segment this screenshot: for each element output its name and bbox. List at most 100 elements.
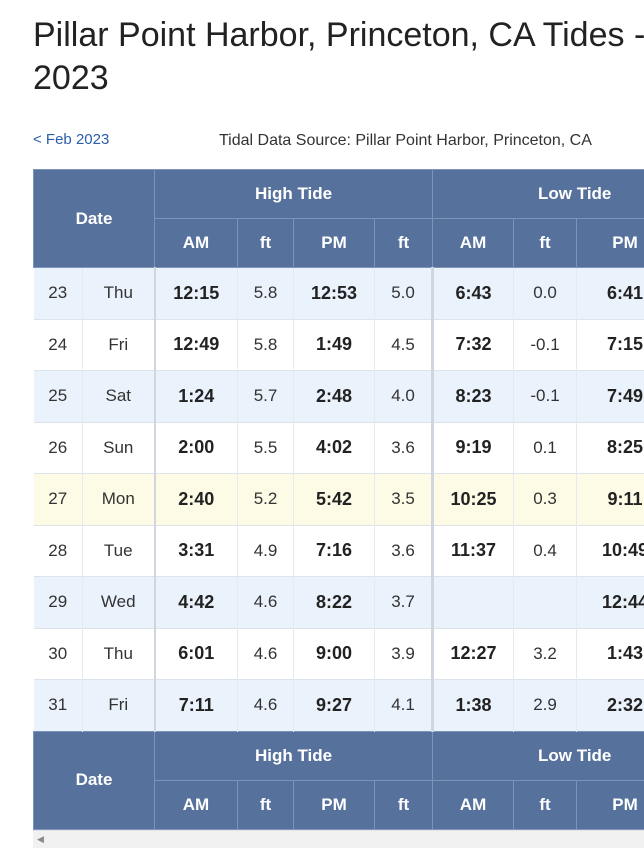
high-am-time: 12:15 [154,267,239,319]
high-am-time: 7:11 [154,679,239,731]
high-am-ft-header: ft [237,218,295,268]
footer-high-pm-ft-header: ft [374,779,434,830]
high-am-time: 2:00 [154,421,239,474]
high-pm-time: 1:49 [293,318,376,371]
high-pm-height: 3.6 [374,524,435,577]
row-day: Thu [82,627,156,680]
scroll-left-icon[interactable]: ◀ [37,834,44,844]
high-pm-height: 4.1 [374,679,435,731]
high-am-header: AM [154,218,239,268]
table-row: 23 Thu 12:15 5.8 12:53 5.0 6:43 0.0 6:41 [33,267,644,319]
low-am-height: 0.0 [513,267,578,319]
low-tide-header: Low Tide [432,169,644,219]
row-day: Tue [82,524,156,577]
row-day: Fri [82,318,156,371]
row-date: 24 [33,318,83,371]
low-pm-time: 6:41 [576,267,644,319]
table-row: 28 Tue 3:31 4.9 7:16 3.6 11:37 0.4 10:49 [33,524,644,577]
low-pm-time: 9:11 [576,473,644,525]
high-pm-height: 5.0 [374,267,435,319]
low-am-time: 9:19 [432,421,515,474]
footer-high-tide-header: High Tide [154,730,434,781]
high-pm-height: 4.5 [374,318,435,371]
high-am-height: 5.8 [237,318,295,371]
low-am-time: 11:37 [432,524,515,577]
high-pm-time: 9:27 [293,679,376,731]
low-am-height [513,576,578,628]
high-am-height: 5.8 [237,267,295,319]
high-am-height: 5.2 [237,473,295,525]
row-date: 30 [33,627,83,680]
high-am-height: 5.5 [237,421,295,474]
low-pm-header: PM [576,218,644,268]
low-pm-time: 2:32 [576,679,644,731]
row-day: Sat [82,370,156,422]
table-row: 30 Thu 6:01 4.6 9:00 3.9 12:27 3.2 1:43 [33,627,644,680]
row-date: 27 [33,473,83,525]
low-pm-time: 7:49 [576,370,644,422]
row-date: 25 [33,370,83,422]
horizontal-scrollbar[interactable]: ◀ [33,830,644,848]
row-date: 29 [33,576,83,628]
high-pm-time: 7:16 [293,524,376,577]
high-pm-height: 3.7 [374,576,435,628]
tide-table-container: Date High Tide Low Tide AM ft PM ft AM f… [33,169,644,830]
footer-high-am-ft-header: ft [237,779,295,830]
footer-high-am-header: AM [154,779,239,830]
row-date: 31 [33,679,83,731]
row-day: Wed [82,576,156,628]
high-pm-height: 3.9 [374,627,435,680]
row-date: 28 [33,524,83,577]
high-am-height: 4.6 [237,576,295,628]
low-pm-time: 12:44 [576,576,644,628]
table-row: 29 Wed 4:42 4.6 8:22 3.7 12:44 [33,576,644,628]
high-am-time: 3:31 [154,524,239,577]
footer-low-am-header: AM [432,779,515,830]
high-pm-height: 3.5 [374,473,435,525]
low-pm-time: 10:49 [576,524,644,577]
high-pm-time: 12:53 [293,267,376,319]
low-am-time: 7:32 [432,318,515,371]
low-pm-time: 7:15 [576,318,644,371]
high-pm-time: 9:00 [293,627,376,680]
high-am-time: 2:40 [154,473,239,525]
page-title: Pillar Point Harbor, Princeton, CA Tides… [33,16,644,97]
high-am-height: 5.7 [237,370,295,422]
high-pm-ft-header: ft [374,218,434,268]
tide-table: Date High Tide Low Tide AM ft PM ft AM f… [33,169,644,830]
low-pm-time: 8:25 [576,421,644,474]
row-date: 26 [33,421,83,474]
high-pm-time: 4:02 [293,421,376,474]
high-am-height: 4.6 [237,679,295,731]
low-am-time: 1:38 [432,679,515,731]
high-am-time: 12:49 [154,318,239,371]
high-pm-time: 2:48 [293,370,376,422]
footer-low-am-ft-header: ft [513,779,578,830]
table-row: 24 Fri 12:49 5.8 1:49 4.5 7:32 -0.1 7:15 [33,318,644,371]
high-tide-header: High Tide [154,169,434,219]
high-pm-header: PM [293,218,376,268]
high-am-time: 6:01 [154,627,239,680]
low-am-time: 12:27 [432,627,515,680]
high-pm-time: 5:42 [293,473,376,525]
table-row: 25 Sat 1:24 5.7 2:48 4.0 8:23 -0.1 7:49 [33,370,644,422]
tide-table-body: 23 Thu 12:15 5.8 12:53 5.0 6:43 0.0 6:41 24 Fri 12:… [33,267,644,731]
table-row: 26 Sun 2:00 5.5 4:02 3.6 9:19 0.1 8:25 [33,421,644,474]
low-am-time [432,576,515,628]
high-am-time: 4:42 [154,576,239,628]
tidal-data-source: Tidal Data Source: Pillar Point Harbor, … [219,132,592,149]
low-am-height: 0.4 [513,524,578,577]
high-pm-height: 3.6 [374,421,435,474]
high-am-height: 4.6 [237,627,295,680]
low-am-time: 10:25 [432,473,515,525]
table-row: 31 Fri 7:11 4.6 9:27 4.1 1:38 2.9 2:32 [33,679,644,731]
footer-low-pm-header: PM [576,779,644,830]
low-am-height: 0.1 [513,421,578,474]
footer-high-pm-header: PM [293,779,376,830]
prev-month-link[interactable]: < Feb 2023 [33,131,110,148]
date-header: Date [33,169,156,268]
row-day: Sun [82,421,156,474]
high-pm-height: 4.0 [374,370,435,422]
low-am-time: 6:43 [432,267,515,319]
high-am-time: 1:24 [154,370,239,422]
